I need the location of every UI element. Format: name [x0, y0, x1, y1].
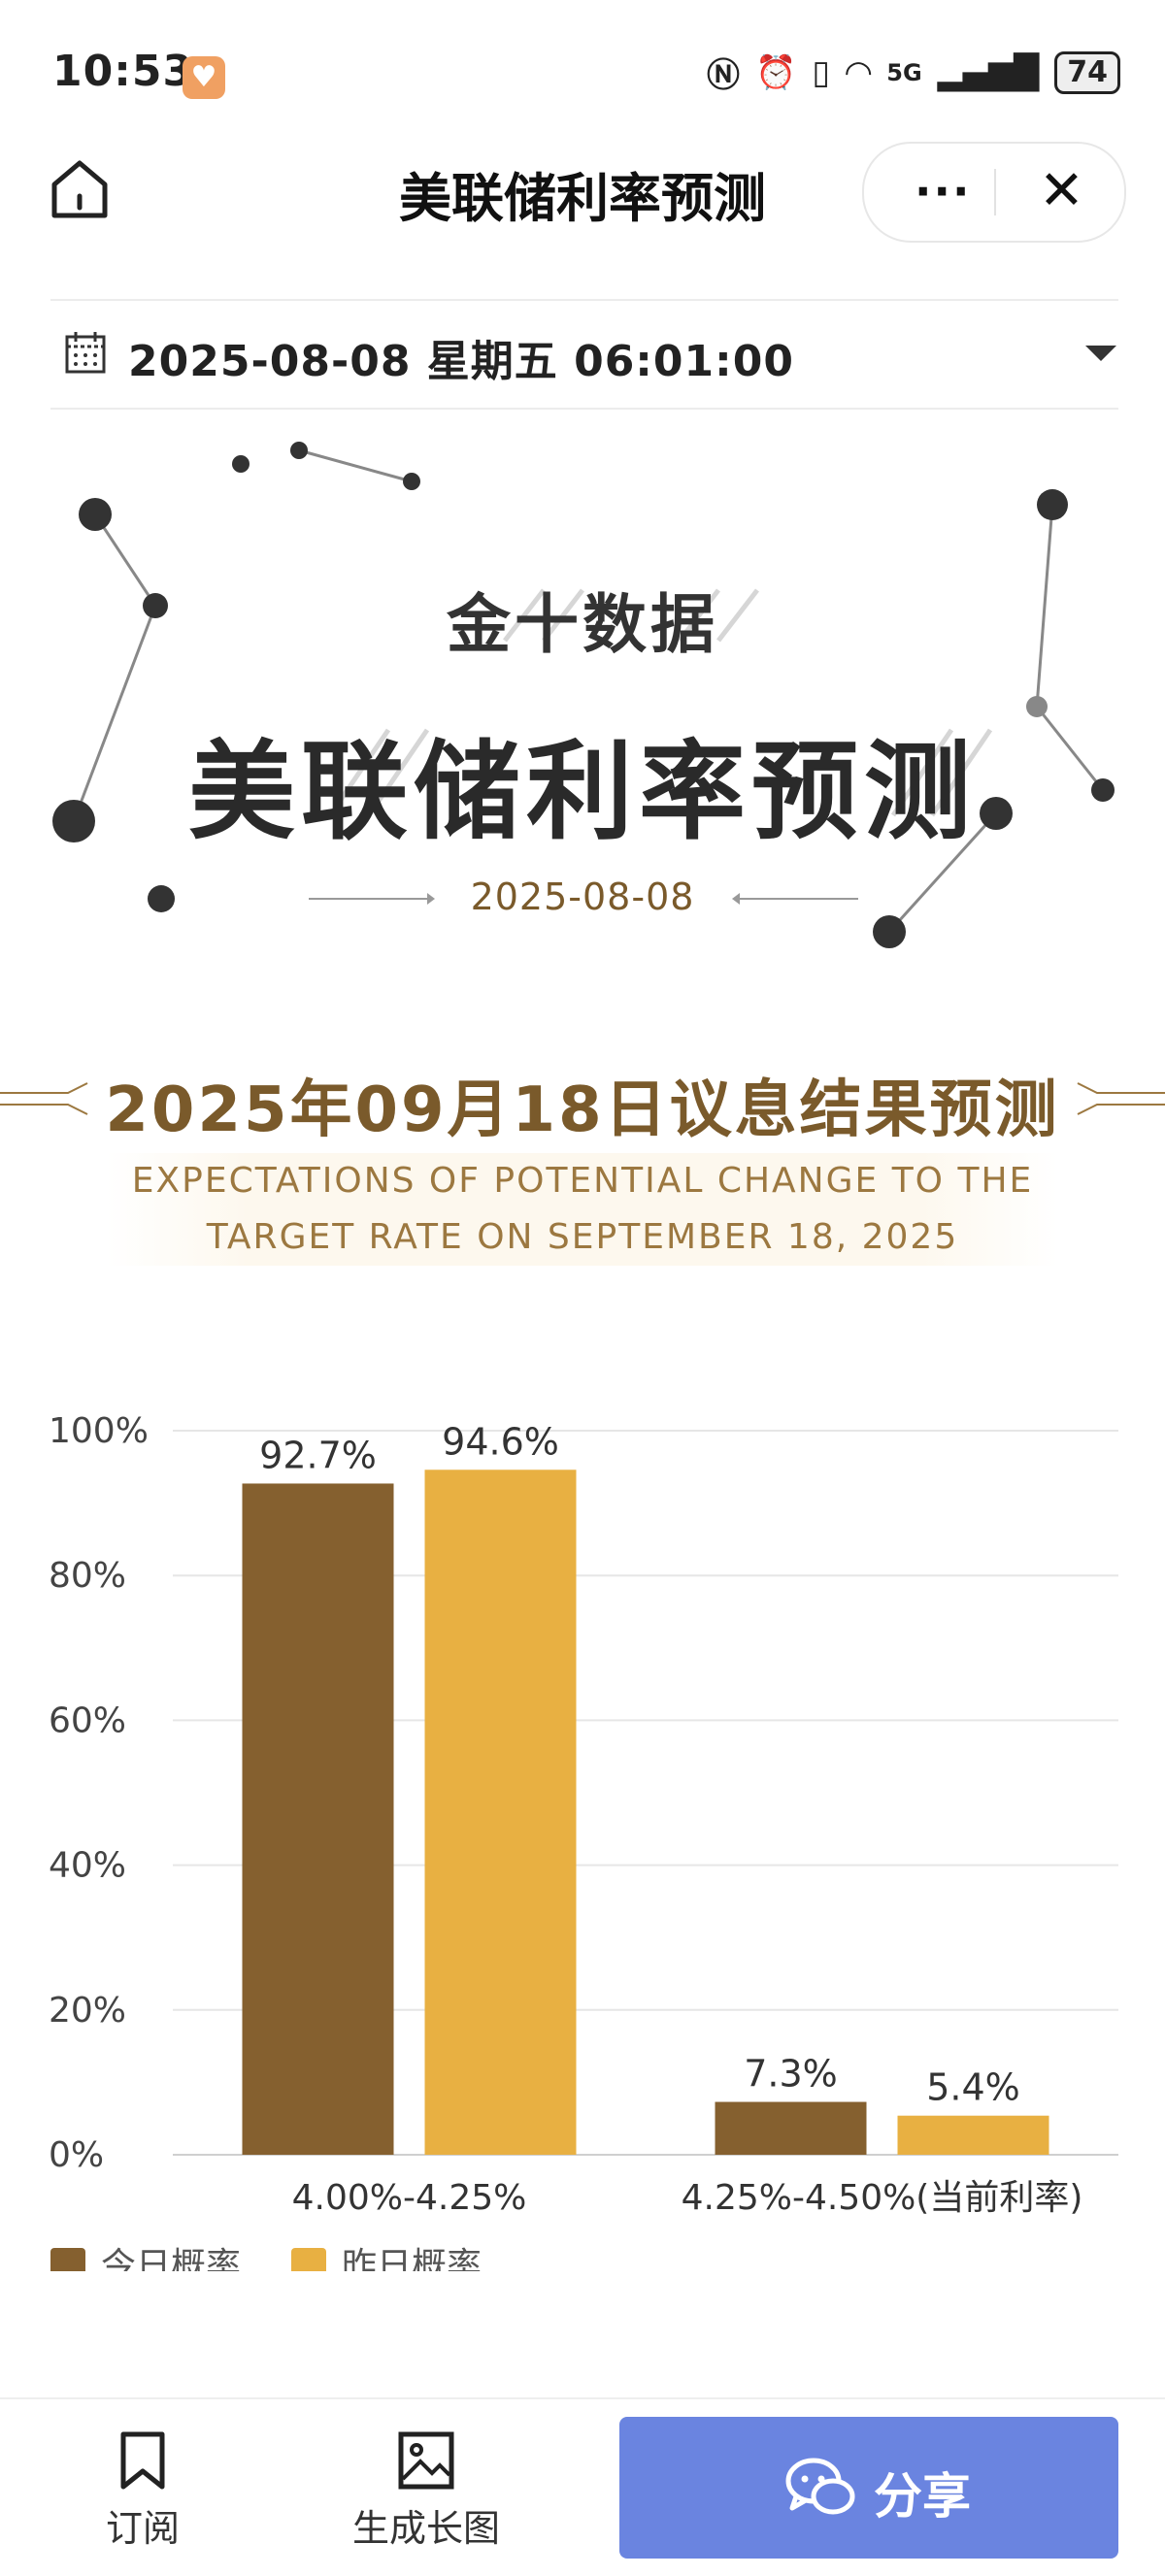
data-label: 7.3% — [744, 2053, 838, 2096]
subscribe-button[interactable]: 订阅 — [60, 2430, 225, 2552]
legend-label: 今日概率 — [101, 2246, 241, 2271]
probability-bar-chart: 0% 20% 40% 60% 80% 100% 92.7% 94.6% 4.00%-4.25% 7… — [49, 1411, 1118, 2271]
calendar-icon — [65, 332, 106, 374]
hero-title: 美联储利率预测 — [188, 730, 977, 854]
app-notification-icon: ♥ — [183, 56, 225, 99]
y-tick-label: 20% — [49, 1991, 126, 2031]
page-title: 美联储利率预测 — [399, 168, 766, 229]
section-title: 2025年09月18日议息结果预测 — [105, 1074, 1060, 1146]
y-tick-label: 40% — [49, 1846, 126, 1886]
section-subtitle: EXPECTATIONS OF POTENTIAL CHANGE TO THE … — [107, 1153, 1058, 1266]
share-label: 分享 — [874, 2468, 971, 2525]
subscribe-label: 订阅 — [105, 2507, 180, 2550]
more-button[interactable]: ··· — [915, 165, 972, 217]
share-button[interactable]: 分享 — [619, 2417, 1118, 2559]
legend-label: 昨日概率 — [342, 2246, 482, 2271]
battery-indicator: 74 — [1054, 50, 1120, 94]
legend-swatch — [50, 2248, 85, 2271]
x-tick-label: 4.25%-4.50%(当前利率) — [682, 2178, 1083, 2218]
vibrate-icon: ▯ — [812, 52, 831, 92]
hero-brand: 金十数据 — [447, 587, 718, 662]
y-tick-label: 80% — [49, 1556, 126, 1596]
status-time: 10:53 — [52, 47, 194, 96]
wifi-icon: ◠ — [846, 52, 872, 92]
capsule-divider — [994, 169, 996, 215]
y-tick-label: 60% — [49, 1701, 126, 1740]
section-title-ornament — [0, 1082, 1165, 1115]
bookmark-icon — [120, 2431, 165, 2490]
y-tick-label: 100% — [49, 1411, 149, 1451]
bar — [715, 2101, 867, 2155]
hero-date: 2025-08-08 — [470, 875, 695, 918]
x-tick-label: 4.00%-4.25% — [292, 2178, 527, 2218]
section-subtitle-line-2: TARGET RATE ON SEPTEMBER 18, 2025 — [206, 1217, 959, 1257]
wechat-icon — [785, 2458, 855, 2515]
constellation-dots — [52, 442, 1115, 948]
signal-icon: ▂▄▆█ — [937, 52, 1040, 92]
alarm-icon: ⏰ — [755, 52, 797, 92]
bar — [424, 1470, 577, 2155]
home-button[interactable] — [47, 155, 113, 221]
bar — [242, 1483, 394, 2155]
legend-swatch — [291, 2248, 326, 2271]
status-icons: Ⓝ ⏰ ▯ ◠ 5G ▂▄▆█ 74 — [707, 49, 1120, 96]
data-label: 92.7% — [259, 1434, 377, 1476]
generate-long-image-button[interactable]: 生成长图 — [344, 2430, 509, 2552]
section-subtitle-line-1: EXPECTATIONS OF POTENTIAL CHANGE TO THE — [131, 1161, 1034, 1201]
date-selector[interactable]: 2025-08-08 星期五 06:01:00 — [50, 299, 1118, 410]
bottom-toolbar: 订阅 生成长图 分享 — [0, 2397, 1165, 2576]
nfc-icon: Ⓝ — [707, 56, 741, 95]
data-label: 94.6% — [442, 1420, 559, 1463]
miniapp-capsule: ··· ✕ — [862, 142, 1126, 243]
network-type: 5G — [886, 58, 922, 86]
y-tick-label: 0% — [49, 2135, 104, 2175]
hero-decoration — [52, 442, 1115, 948]
close-button[interactable]: ✕ — [1039, 159, 1084, 222]
home-icon — [51, 160, 108, 218]
bar — [897, 2115, 1049, 2155]
date-value: 2025-08-08 星期五 06:01:00 — [128, 337, 794, 386]
image-icon — [398, 2431, 454, 2490]
long-image-label: 生成长图 — [351, 2507, 500, 2550]
data-label: 5.4% — [926, 2066, 1020, 2109]
chevron-down-icon[interactable] — [1085, 346, 1116, 361]
